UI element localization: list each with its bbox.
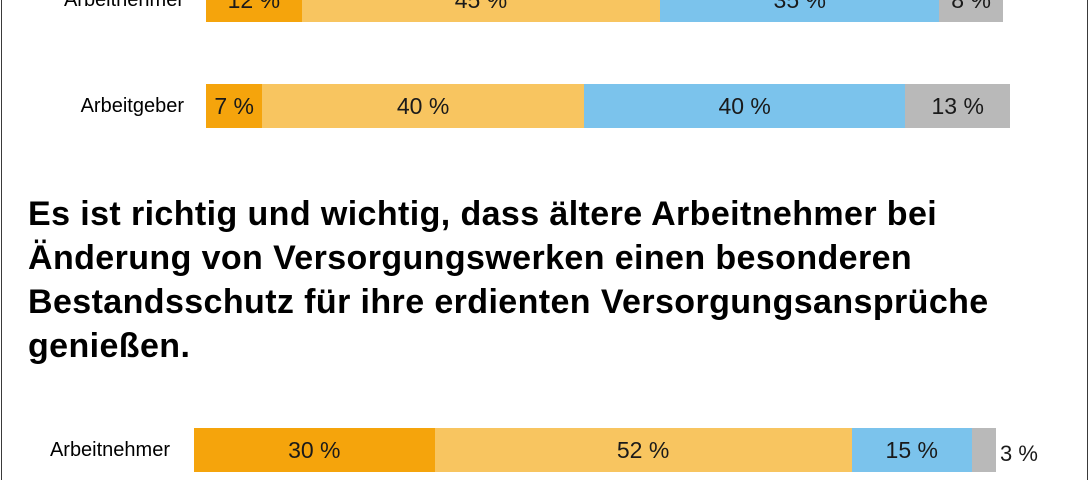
bar-segment-stimme-nicht-zu xyxy=(905,84,1010,128)
bar-segment-stimme-nicht-zu xyxy=(939,0,1003,22)
bar-segment-stimme-eher-zu xyxy=(434,428,852,472)
bar-segment-stimme-eher-zu xyxy=(262,84,584,128)
bar-segment-stimme-eher-nicht-zu xyxy=(851,428,972,472)
bar-segment-stimme-nicht-zu xyxy=(971,428,996,472)
data-label: 15 % xyxy=(885,437,938,463)
data-label: 8 % xyxy=(951,0,991,13)
bar-segment-stimme-voll-zu xyxy=(206,84,263,128)
frame-left-border xyxy=(1,0,2,480)
bar-segment-stimme-voll-zu xyxy=(206,0,302,22)
data-label: 30 % xyxy=(288,437,341,463)
bar-segment-stimme-voll-zu xyxy=(194,428,435,472)
data-label: 52 % xyxy=(616,437,670,463)
bar-segment-stimme-eher-nicht-zu xyxy=(660,0,940,22)
data-label: 45 % xyxy=(454,0,508,13)
chart-2-row-arbeitnehmer: Arbeitnehmer 30 % 52 % 15 % 3 % xyxy=(0,428,1089,472)
frame-right-border xyxy=(1087,0,1088,480)
chart-1-row-arbeitgeber: Arbeitgeber 7 % 40 % 40 % 13 % xyxy=(0,84,1089,128)
bar-segment-stimme-eher-zu xyxy=(301,0,661,22)
chart-1-row-arbeitnehmer: Arbeitnehmer 12 % 45 % 35 % 8 % xyxy=(0,0,1089,22)
data-label: 12 % xyxy=(227,0,281,13)
category-label: Arbeitgeber xyxy=(80,95,184,117)
data-label: 13 % xyxy=(931,93,984,119)
data-label: 40 % xyxy=(396,93,450,119)
category-label: Arbeitnehmer xyxy=(49,439,170,461)
data-label: 7 % xyxy=(214,93,254,119)
bar-segment-stimme-eher-nicht-zu xyxy=(583,84,906,128)
statement-title: Es ist richtig und wichtig, dass ältere … xyxy=(28,195,989,365)
data-label: 40 % xyxy=(718,93,771,119)
data-label-outside: 3 % xyxy=(1000,441,1038,466)
category-label: Arbeitnehmer xyxy=(63,0,184,11)
data-label: 35 % xyxy=(773,0,826,13)
